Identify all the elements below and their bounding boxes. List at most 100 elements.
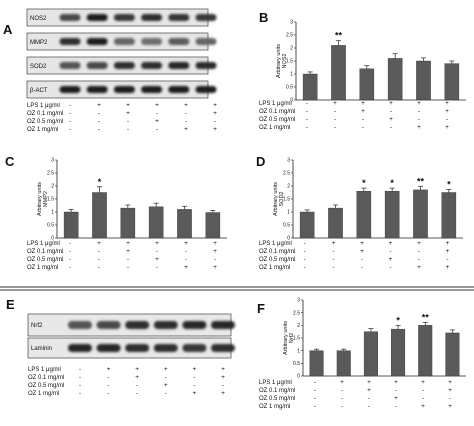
condition-symbol: - (214, 256, 216, 263)
condition-symbol: - (304, 240, 306, 247)
condition-symbol: - (185, 118, 187, 125)
chart-panel-c: 0 0.5 1 1.5 2 2.5 3 Arbitrary units MMP2 * (37, 158, 227, 242)
y-tick-label: 2 (51, 184, 54, 190)
condition-symbol: - (108, 382, 110, 389)
y-axis-label: Nrf2 (289, 333, 295, 343)
blot-band (125, 321, 150, 329)
y-tick-label: 1 (51, 210, 54, 216)
condition-symbol: - (193, 374, 195, 381)
y-tick-label: 3 (287, 158, 290, 164)
condition-symbol: - (98, 264, 100, 271)
panel-label-d: D (256, 154, 265, 169)
y-tick-label: 0 (51, 236, 54, 242)
blot-band (86, 86, 108, 93)
condition-label: LPS 1 μg/ml (27, 241, 60, 247)
condition-symbol: - (418, 256, 420, 263)
blot-label-nos2: NOS2 (30, 16, 47, 22)
condition-symbol: - (108, 374, 110, 381)
condition-label: LPS 1 μg/ml (259, 241, 292, 247)
condition-label: OZ 0.5 mg/ml (27, 119, 63, 125)
condition-symbol: - (98, 110, 100, 117)
y-tick-label: 0.5 (293, 361, 300, 367)
condition-symbol: - (136, 390, 138, 397)
bar (336, 350, 351, 377)
condition-symbol: + (389, 116, 393, 123)
significance-marker: ** (335, 31, 343, 41)
bar (441, 192, 457, 239)
condition-symbol: - (79, 382, 81, 389)
panel-label-c: C (5, 154, 15, 169)
condition-symbol: + (184, 126, 188, 133)
condition-symbol: + (417, 240, 421, 247)
blot-band (96, 321, 121, 329)
condition-symbol: - (156, 110, 158, 117)
condition-symbol: - (314, 395, 316, 402)
condition-symbol: - (449, 395, 451, 402)
blot-band (195, 62, 217, 69)
significance-marker: * (98, 177, 102, 187)
condition-symbol: - (127, 256, 129, 263)
condition-label: OZ 0.5 mg/ml (259, 396, 295, 402)
condition-symbol: + (97, 240, 101, 247)
blot-band (68, 321, 92, 329)
condition-symbol: + (221, 390, 225, 397)
condition-symbol: + (445, 108, 449, 115)
blot-band (59, 86, 81, 93)
bar (444, 63, 460, 101)
condition-symbol: - (395, 387, 397, 394)
condition-symbol: - (314, 387, 316, 394)
y-tick-label: 0.5 (286, 85, 293, 91)
panel-label-b: B (259, 10, 268, 25)
blot-label-beta-act: β-ACT (30, 88, 48, 94)
y-tick-label: 0 (287, 236, 290, 242)
y-tick-label: 0 (290, 98, 293, 104)
y-axis-label: SOD2 (279, 192, 285, 207)
blot-band (113, 38, 135, 45)
condition-symbol: + (193, 366, 197, 373)
condition-symbol: + (445, 100, 449, 107)
condition-symbol: + (135, 366, 139, 373)
condition-symbol: + (155, 118, 159, 125)
y-tick-label: 1.5 (286, 59, 293, 65)
y-axis-label: Arbitrary units (276, 44, 282, 78)
blot-band (168, 14, 190, 21)
blot-band (141, 86, 163, 93)
blot-band (86, 62, 108, 69)
bar (363, 331, 378, 377)
condition-label: OZ 0.5 mg/ml (259, 117, 295, 123)
condition-symbol: - (127, 126, 129, 133)
y-tick-label: 1.5 (47, 197, 54, 203)
condition-symbol: + (155, 256, 159, 263)
condition-symbol: - (79, 366, 81, 373)
condition-symbol: + (448, 403, 452, 410)
condition-symbol: - (69, 264, 71, 271)
condition-symbol: + (360, 240, 364, 247)
significance-marker: * (390, 178, 394, 188)
condition-symbol: - (306, 100, 308, 107)
blot-band (68, 344, 92, 352)
condition-symbol: + (389, 240, 393, 247)
condition-symbol: - (306, 124, 308, 131)
condition-symbol: + (360, 248, 364, 255)
y-axis-label: Arbitrary units (37, 182, 43, 216)
condition-symbol: + (340, 379, 344, 386)
condition-symbol: + (417, 124, 421, 131)
significance-marker: * (447, 179, 451, 189)
condition-symbol: - (332, 256, 334, 263)
condition-label: OZ 0.5 mg/ml (28, 383, 64, 389)
blot-label-nrf2: Nrf2 (31, 323, 43, 329)
blot-band (182, 321, 207, 329)
condition-symbol: + (361, 108, 365, 115)
condition-symbol: - (446, 256, 448, 263)
condition-label: OZ 0.1 mg/ml (27, 249, 63, 255)
condition-label: OZ 0.1 mg/ml (27, 111, 63, 117)
y-tick-label: 2.5 (293, 310, 300, 316)
bar (299, 211, 315, 239)
y-axis-label: MMP2 (43, 191, 49, 207)
condition-symbol: + (417, 100, 421, 107)
condition-label: OZ 1 mg/ml (28, 391, 59, 397)
blot-band (141, 14, 163, 21)
y-tick-label: 2 (297, 323, 300, 329)
condition-symbol: + (367, 379, 371, 386)
